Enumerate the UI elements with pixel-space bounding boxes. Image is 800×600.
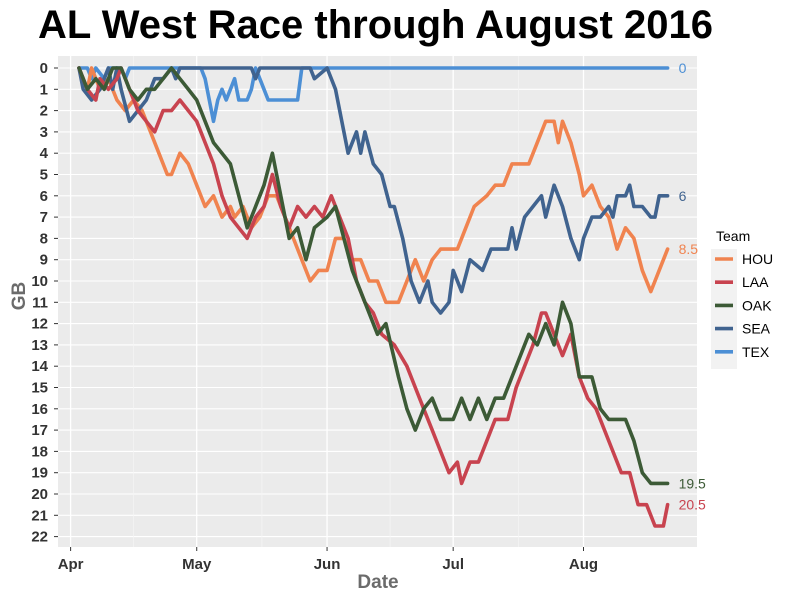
x-axis-title: Date: [357, 572, 398, 593]
end-label-oak: 19.5: [679, 475, 706, 491]
legend: Team HOU LAA OAK SEA TEX: [711, 228, 773, 369]
y-tick-label: 13: [31, 337, 48, 354]
x-tick-label: May: [182, 556, 212, 573]
y-tick-label: 0: [40, 60, 48, 77]
y-axis-title: GB: [9, 282, 30, 311]
y-tick-label: 6: [40, 188, 48, 205]
y-tick-label: 1: [40, 81, 48, 98]
x-tick-label: Jul: [442, 556, 464, 573]
y-tick-label: 17: [31, 422, 48, 439]
legend-key-background: [711, 249, 737, 369]
legend-label-tex: TEX: [742, 344, 770, 360]
x-tick-label: Aug: [569, 556, 598, 573]
end-label-hou: 8.5: [679, 241, 699, 257]
legend-label-laa: LAA: [742, 274, 769, 290]
y-tick-label: 18: [31, 443, 48, 460]
y-tick-label: 19: [31, 465, 48, 482]
legend-label-oak: OAK: [742, 297, 772, 313]
y-tick-label: 9: [40, 252, 48, 269]
series-line-oak: [77, 66, 670, 486]
series-lines: [77, 66, 670, 528]
y-tick-label: 14: [31, 358, 48, 375]
legend-label-sea: SEA: [742, 321, 771, 337]
end-labels: 8.5 20.5 19.5 6 0: [679, 60, 706, 513]
y-tick-label: 3: [40, 124, 48, 141]
y-tick-label: 11: [32, 294, 48, 311]
x-tick-label: Apr: [58, 556, 84, 573]
y-tick-label: 2: [40, 103, 48, 120]
legend-label-hou: HOU: [742, 251, 773, 267]
x-axis-ticks: Apr May Jun Jul Aug: [58, 547, 598, 573]
y-tick-label: 8: [40, 230, 48, 247]
y-tick-label: 21: [31, 507, 48, 524]
chart-title: AL West Race through August 2016: [38, 3, 713, 47]
y-tick-label: 15: [31, 380, 48, 397]
y-tick-label: 16: [31, 401, 48, 418]
end-label-sea: 6: [679, 188, 687, 204]
y-tick-label: 22: [31, 529, 48, 546]
y-tick-label: 7: [40, 209, 48, 226]
y-tick-label: 5: [40, 167, 48, 184]
x-tick-label: Jun: [314, 556, 341, 573]
legend-title: Team: [716, 228, 750, 244]
y-tick-label: 4: [40, 145, 49, 162]
end-label-laa: 20.5: [679, 497, 706, 513]
y-tick-label: 12: [31, 316, 48, 333]
plot-panel: [58, 56, 697, 547]
y-tick-label: 10: [31, 273, 48, 290]
end-label-tex: 0: [679, 60, 687, 76]
y-tick-label: 20: [31, 486, 48, 503]
series-line-hou: [77, 66, 670, 305]
